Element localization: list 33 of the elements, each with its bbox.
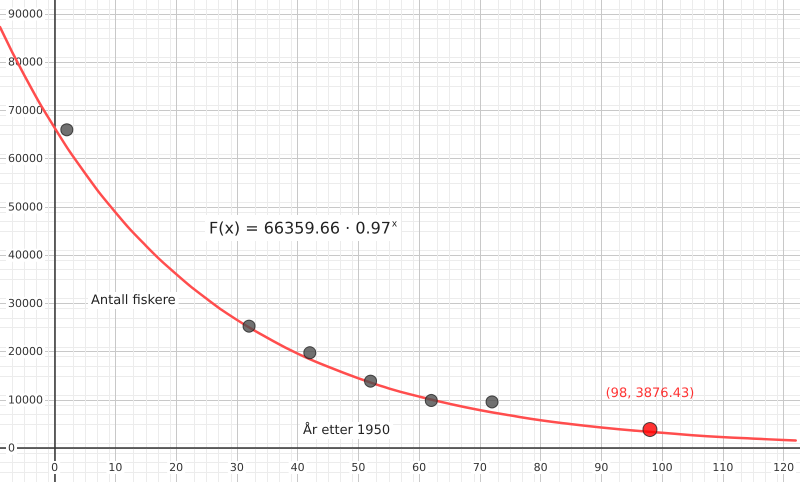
x-tick-label: 50 (351, 461, 366, 474)
x-tick-label: 0 (51, 461, 58, 474)
y-axis-title: Antall fiskere (91, 293, 176, 308)
x-tick-label: 10 (108, 461, 122, 474)
y-tick-label: 50000 (8, 200, 43, 214)
point (424, 394, 438, 407)
x-tick-label: 100 (652, 461, 673, 474)
point (364, 374, 378, 388)
y-tick-label: 20000 (8, 345, 43, 358)
y-tick-label: 30000 (8, 296, 43, 310)
x-axis-title: År etter 1950 (303, 421, 390, 438)
y-tick-label: 10000 (8, 393, 43, 406)
y-tick-label: 40000 (8, 248, 43, 262)
point (242, 320, 256, 333)
x-tick-label: 90 (594, 461, 608, 474)
x-tick-label: 70 (472, 461, 487, 474)
y-tick-label: 70000 (8, 104, 43, 117)
point (303, 346, 316, 360)
x-tick-label: 30 (230, 461, 244, 474)
point (642, 422, 658, 438)
point (486, 395, 499, 408)
y-tick-label: 60000 (8, 152, 43, 166)
x-tick-label: 60 (412, 461, 426, 474)
x-tick-label: 40 (290, 461, 305, 474)
x-tick-label: 20 (169, 461, 184, 474)
data-label: (98, 3876.43) (606, 386, 694, 402)
y-tick-label: 0 (8, 442, 15, 455)
x-tick-label: 120 (773, 461, 794, 474)
point (60, 123, 74, 136)
x-tick-label: 80 (534, 461, 548, 474)
x-tick-label: 110 (712, 461, 734, 474)
y-tick-label: 90000 (8, 7, 43, 20)
line-series (0, 26, 797, 442)
